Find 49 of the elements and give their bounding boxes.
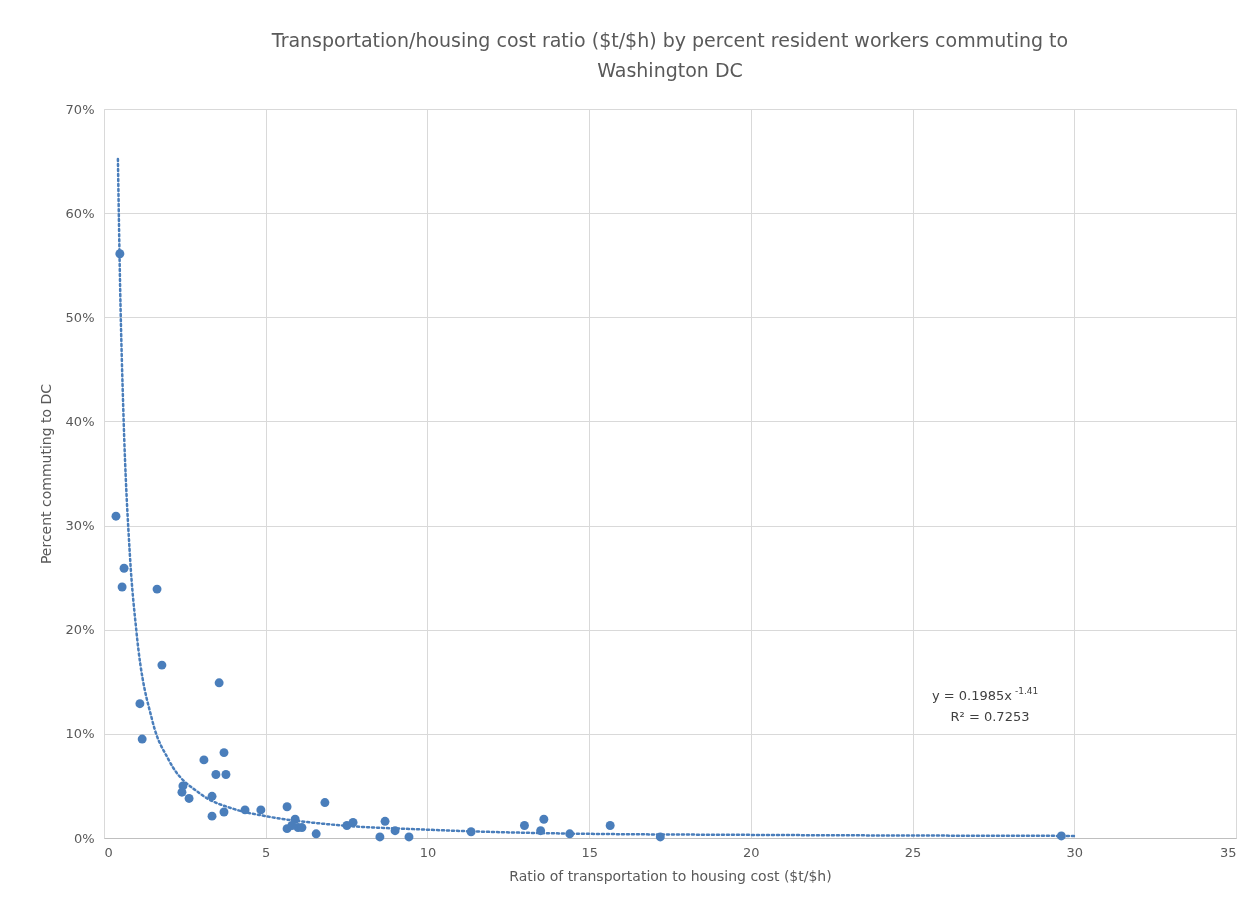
point <box>311 829 321 839</box>
annotation: R² = 0.7253 <box>950 709 1030 724</box>
point <box>219 807 229 817</box>
point <box>519 821 529 830</box>
point <box>320 798 330 808</box>
point <box>137 734 147 744</box>
point <box>380 816 390 826</box>
y-tick-label: 0% <box>73 830 95 846</box>
point <box>117 582 127 592</box>
point <box>211 770 221 779</box>
point <box>605 821 615 830</box>
point <box>287 821 297 830</box>
x-tick-label: 25 <box>904 844 922 860</box>
point <box>221 770 231 779</box>
y-tick-label: 30% <box>65 518 95 534</box>
y-tick-label: 50% <box>65 309 95 325</box>
point <box>184 793 194 803</box>
point <box>539 814 549 824</box>
point <box>177 787 187 797</box>
x-tick-label: 20 <box>743 844 760 860</box>
point <box>119 563 129 573</box>
line-series <box>116 157 1076 838</box>
x-tick-label: 10 <box>419 844 437 860</box>
x-tick-label: 0 <box>104 844 113 860</box>
x-axis-title: Ratio of transportation to housing cost ($t/$h) <box>509 867 832 884</box>
point <box>256 805 266 815</box>
point <box>282 802 292 812</box>
point <box>219 748 229 758</box>
y-tick-label: 60% <box>65 205 95 221</box>
y-tick-label: 40% <box>65 413 95 429</box>
point <box>375 832 385 842</box>
point <box>111 511 121 521</box>
x-tick-label: 15 <box>581 844 598 860</box>
y-axis-title: Percent commuting to DC <box>37 383 54 565</box>
point <box>152 584 162 594</box>
chart-title: Transportation/housing cost ratio ($t/$h) by percent resident workers commuting to Washington DC <box>270 29 1069 81</box>
y-tick-label: 70% <box>65 101 95 117</box>
point <box>135 699 145 709</box>
annotation: y = 0.1985x-1.41 <box>931 686 1039 703</box>
point <box>199 755 209 765</box>
y-tick-label: 10% <box>65 726 95 742</box>
point <box>157 660 167 670</box>
y-tick-label: 20% <box>65 622 95 638</box>
x-tick-label: 35 <box>1219 844 1237 860</box>
x-tick-label: 5 <box>262 844 271 860</box>
x-tick-label: 30 <box>1066 844 1084 860</box>
point <box>207 811 217 821</box>
point <box>404 832 414 842</box>
point <box>214 678 224 688</box>
